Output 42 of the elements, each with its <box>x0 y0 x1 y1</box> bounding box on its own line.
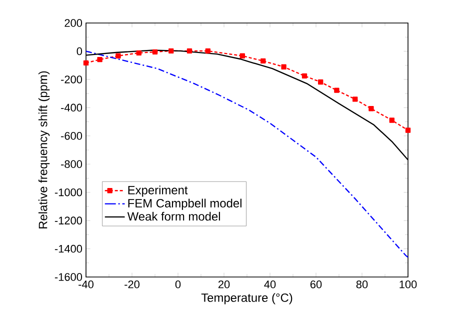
legend-label: FEM Campbell model <box>128 198 242 210</box>
point <box>352 96 358 102</box>
point <box>389 118 394 123</box>
y-tick-label: 0 <box>76 47 82 56</box>
point <box>318 79 324 85</box>
legend-label: Weak form model <box>127 212 220 221</box>
point <box>186 48 192 54</box>
point <box>368 106 374 112</box>
point <box>334 88 340 93</box>
y-axis-title: Relative frequency shift (ppm) <box>38 71 50 228</box>
x-axis-title: Temperature (°C) <box>201 293 292 304</box>
point <box>240 53 245 58</box>
y-tick-label: -1000 <box>54 188 82 196</box>
x-tick-label: 20 <box>218 280 230 288</box>
y-tick-label: -1400 <box>54 244 82 253</box>
point <box>260 58 266 64</box>
point <box>83 60 89 66</box>
point <box>116 53 121 58</box>
x-tick-label: 40 <box>264 280 276 288</box>
y-tick-label: -1600 <box>54 273 82 281</box>
point <box>405 128 411 133</box>
y-tick-label: -400 <box>61 104 82 112</box>
x-tick-label: 0 <box>175 280 181 288</box>
x-tick-label: 80 <box>356 280 368 288</box>
point <box>152 49 158 55</box>
y-tick-label: -1200 <box>54 216 82 224</box>
point <box>168 48 174 54</box>
x-tick-label: -20 <box>124 280 140 288</box>
x-tick-label: -40 <box>78 280 94 288</box>
y-tick-label: 200 <box>64 19 82 27</box>
y-tick-label: -600 <box>61 132 82 140</box>
y-tick-label: -200 <box>61 76 82 84</box>
y-tick-label: -800 <box>61 160 82 168</box>
line-series <box>86 50 408 258</box>
legend-label: Experiment <box>128 186 188 197</box>
x-tick-label: 60 <box>310 280 322 288</box>
x-tick-label: 100 <box>400 280 417 288</box>
point <box>302 73 308 79</box>
point <box>136 50 142 56</box>
point <box>97 56 102 62</box>
point <box>205 48 210 54</box>
point <box>281 64 286 70</box>
